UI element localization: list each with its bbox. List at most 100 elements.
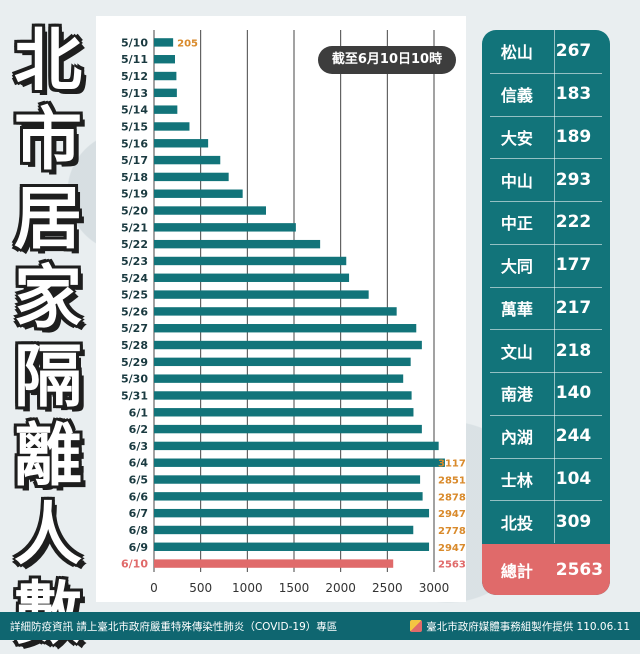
district-row: 中正 222 [482,201,610,244]
bar [154,223,296,232]
category-label: 6/10 [121,558,148,571]
bar [154,559,394,568]
category-label: 5/14 [121,104,148,117]
district-value: 267 [555,41,592,62]
data-label: 3117 [438,459,466,470]
bar [154,71,177,81]
category-label: 5/30 [121,373,148,386]
bar [154,172,229,182]
district-value: 183 [555,84,592,105]
total-label: 總計 [500,561,533,581]
district-value: 218 [555,340,592,361]
category-label: 5/16 [121,137,148,150]
x-tick-label: 0 [150,581,158,595]
row-separator [490,500,602,502]
data-label: 2878 [438,492,466,503]
data-label: 2778 [438,526,466,537]
bar [154,408,414,417]
category-label: 5/22 [121,238,148,251]
bar [154,239,321,249]
category-label: 5/23 [121,255,148,268]
data-label: 2563 [438,560,466,571]
row-separator [490,329,602,331]
x-tick-label: 1500 [279,581,310,595]
district-name: 中山 [500,171,533,191]
district-row: 松山 267 [482,30,610,73]
district-name: 北投 [500,513,533,533]
title-char: 北 [13,22,82,101]
row-separator [490,286,602,288]
district-name: 南港 [500,385,533,405]
category-label: 5/19 [121,188,148,201]
bar [154,508,430,518]
data-label: 2947 [438,543,466,554]
bar [154,38,174,47]
district-value: 309 [555,511,592,532]
x-tick-label: 3000 [419,581,450,595]
row-separator [490,115,602,117]
x-tick-label: 500 [189,581,212,595]
x-tick-label: 2500 [372,581,403,595]
district-row: 信義 183 [482,73,610,116]
district-name: 中正 [500,214,533,234]
title-char: 家 [13,259,82,338]
category-label: 5/10 [121,36,148,49]
district-table: 總計 2563 松山 267 信義 183 大安 189 中山 293 中正 222 大同 177 萬華… [482,30,610,595]
row-separator [490,158,602,160]
bar [154,155,221,165]
district-row: 內湖 244 [482,415,610,458]
district-value: 140 [555,383,592,404]
district-row: 士林 104 [482,458,610,501]
district-name: 松山 [500,43,533,63]
category-label: 5/28 [121,339,148,352]
district-name: 大安 [500,128,533,148]
category-label: 5/26 [121,305,148,318]
category-label: 5/27 [121,322,148,335]
total-row: 總計 2563 [482,544,610,595]
title-char: 居 [13,180,82,259]
bar [154,189,243,198]
district-row: 文山 218 [482,329,610,372]
row-separator [490,414,602,416]
bar [154,492,423,501]
district-row: 南港 140 [482,372,610,415]
footer-credit-text: 臺北市政府媒體事務組製作提供 110.06.11 [426,620,630,633]
category-label: 6/5 [129,474,148,487]
title-char: 市 [13,101,82,180]
category-label: 5/25 [121,289,148,302]
vertical-title: 北 市 居 家 隔 離 人 數 [8,22,88,654]
bar [154,458,445,467]
taipei-gov-logo-icon [410,620,423,632]
row-separator [490,201,602,202]
district-row: 北投 309 [482,500,610,543]
title-char: 隔 [13,338,82,417]
category-label: 6/9 [129,541,148,554]
district-row: 中山 293 [482,158,610,201]
bar [154,374,404,383]
bar [154,475,421,484]
category-label: 5/31 [121,389,148,402]
category-label: 5/17 [121,154,148,167]
title-char: 離 [13,417,82,496]
district-value: 222 [555,212,592,233]
district-name: 士林 [500,470,533,490]
category-label: 5/21 [121,221,148,234]
category-label: 5/13 [121,87,148,100]
district-row: 大安 189 [482,116,610,159]
category-label: 6/6 [129,490,149,503]
category-label: 6/2 [129,423,148,436]
title-char: 人 [13,496,82,575]
x-tick-label: 2000 [325,581,356,595]
category-label: 6/8 [129,524,148,537]
data-label: 2851 [438,476,466,487]
district-name: 內湖 [500,428,533,448]
district-value: 189 [555,126,592,147]
as-of-badge: 截至6月10日10時 [318,46,456,74]
bar [154,424,422,434]
category-label: 5/15 [121,120,148,133]
bar [154,88,177,98]
category-label: 5/11 [121,53,148,66]
bar-chart: 0 500 1000 1500 2000 2500 3000 5/10 205 5/11 5/12 5… [121,30,466,595]
district-value: 104 [555,468,592,489]
bar [154,206,266,215]
